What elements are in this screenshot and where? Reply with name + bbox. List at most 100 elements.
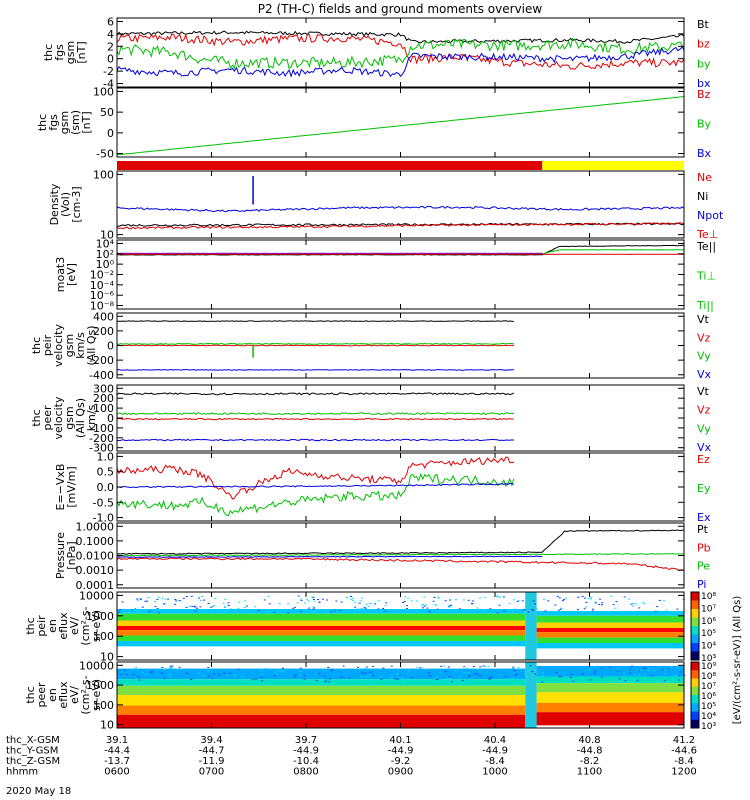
y-tick-label: 0.0010 [76, 564, 115, 577]
spectrogram-speckle [190, 595, 193, 597]
y-axis-label: thc [30, 409, 43, 426]
spectrogram-speckle [147, 597, 150, 599]
spectrogram-speckle [427, 672, 430, 674]
spectrogram-speckle [384, 605, 387, 607]
spectrogram-band [117, 695, 526, 706]
spectrogram-speckle [429, 675, 432, 677]
legend-By: By [697, 118, 712, 131]
spectrogram-speckle [273, 674, 276, 676]
spectrogram-band [536, 643, 684, 649]
x-row-value: 1000 [482, 767, 507, 778]
spectrogram-speckle [410, 600, 413, 602]
x-row-value: -10.4 [293, 756, 319, 767]
spectrogram-speckle [303, 678, 306, 680]
colorbar-frame [690, 591, 700, 661]
spectrogram-speckle [643, 603, 646, 605]
colorbar-tick-label: 10⁵ [701, 702, 716, 712]
y-tick-label: 200 [93, 325, 114, 338]
spectrogram-speckle [261, 680, 264, 682]
spectrogram-speckle [664, 681, 667, 683]
spectrogram-speckle [461, 679, 464, 681]
spectrogram-speckle [364, 672, 367, 674]
colorbar-tick-label: 10⁴ [701, 642, 716, 652]
spectrogram-speckle [263, 599, 266, 601]
spectrogram-speckle [531, 671, 534, 673]
colorbar-tick-label: 10⁵ [701, 629, 716, 639]
spectrogram-speckle [484, 665, 487, 667]
spectrogram-speckle [212, 668, 215, 670]
spectrogram-speckle [636, 679, 639, 681]
spectrogram-speckle [629, 668, 632, 670]
x-row-value: -44.4 [104, 746, 130, 757]
y-axis-label: thc [42, 44, 55, 61]
spectrogram-speckle [390, 676, 393, 678]
spectrogram-speckle [447, 606, 450, 608]
spectrogram-band [117, 592, 526, 609]
spectrogram-speckle [447, 666, 450, 668]
spectrogram-band [536, 702, 684, 713]
spectrogram-speckle [222, 602, 225, 604]
spectrogram-speckle [633, 679, 636, 681]
y-axis-label: E=−VxB [54, 464, 67, 511]
spectrogram-speckle [468, 671, 471, 673]
y-axis-label: [cm-3] [70, 186, 83, 222]
spectrogram-speckle [133, 668, 136, 670]
spectrogram-speckle [555, 671, 558, 673]
spectrogram-speckle [482, 609, 485, 611]
spectrogram-band [117, 668, 526, 680]
y-tick-label: 400 [93, 310, 114, 323]
spectrogram-speckle [382, 607, 385, 609]
spectrogram-speckle [202, 674, 205, 676]
spectrogram-speckle [318, 601, 321, 603]
y-tick-label: 1000 [86, 610, 114, 623]
y-axis-label: velocity [52, 396, 65, 439]
spectrogram-speckle [624, 680, 627, 682]
panel-frame [116, 170, 685, 239]
spectrogram-band [536, 692, 684, 703]
y-axis-label: en [46, 619, 59, 633]
y-axis-label: (All Qs) [85, 325, 98, 365]
spectrogram-speckle [487, 666, 490, 668]
spectrogram-speckle [655, 681, 658, 683]
spectrogram-speckle [455, 599, 458, 601]
y-axis-label: gsm [58, 111, 71, 134]
spectrogram-band [536, 628, 684, 633]
spectrogram-speckle [576, 608, 579, 610]
y-tick-label: 10⁻⁶ [90, 289, 115, 302]
spectrogram-speckle [338, 610, 341, 612]
spectrogram-gap [525, 662, 537, 728]
spectrogram-speckle [558, 671, 561, 673]
spectrogram-speckle [182, 597, 185, 599]
spectrogram-speckle [312, 598, 315, 600]
spectrogram-speckle [465, 667, 468, 669]
spectrogram-speckle [598, 603, 601, 605]
spectrogram-speckle [237, 607, 240, 609]
spectrogram-speckle [207, 675, 210, 677]
y-tick-label: 200 [93, 392, 114, 405]
spectrogram-speckle [479, 666, 482, 668]
series-Vz [116, 417, 514, 421]
spectrogram-speckle [191, 605, 194, 607]
spectrogram-speckle [455, 680, 458, 682]
spectrogram-speckle [275, 673, 278, 675]
spectrogram-speckle [448, 599, 451, 601]
colorbar-tick-label: 10⁷ [701, 682, 716, 692]
spectrogram-speckle [170, 666, 173, 668]
y-tick-label: 0 [107, 127, 114, 140]
spectrogram-speckle [125, 674, 128, 676]
spectrogram-speckle [583, 597, 586, 599]
spectrogram-speckle [377, 600, 380, 602]
spectrogram-speckle [185, 606, 188, 608]
spectrogram-band [536, 637, 684, 643]
y-axis-label: peer [35, 682, 48, 708]
spectrogram-speckle [213, 605, 216, 607]
colorbar-swatch [691, 600, 699, 610]
spectrogram-speckle [449, 677, 452, 679]
spectrogram-speckle [156, 608, 159, 610]
colorbar-swatch [691, 695, 699, 704]
spectrogram-speckle [514, 674, 517, 676]
y-tick-label: 100 [93, 402, 114, 415]
spectrogram-speckle [312, 608, 315, 610]
legend-Pt: Pt [697, 523, 709, 536]
